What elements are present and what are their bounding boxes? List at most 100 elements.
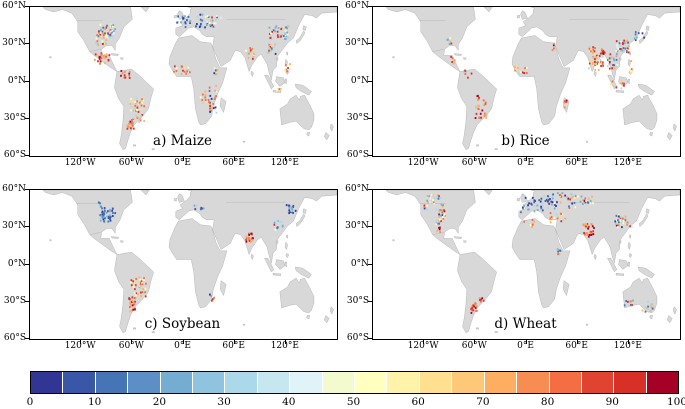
lon-tick-label: 60°E	[565, 341, 588, 351]
lat-tick-label: 60°S	[3, 333, 26, 343]
lat-tick-label: 60°S	[346, 150, 369, 160]
lat-tick-label: 0°N	[7, 75, 26, 86]
lat-tick-mark	[368, 338, 372, 339]
lat-tick-mark	[368, 263, 372, 265]
lon-tick-label: 0°E	[174, 158, 191, 168]
lat-tick-label: 60°N	[345, 184, 369, 194]
lon-tick-label: 120°W	[64, 341, 96, 351]
lon-tick-mark	[423, 157, 425, 161]
colorbar	[30, 371, 679, 394]
lat-tick-label: 30°N	[2, 38, 26, 49]
lat-tick-label: 60°S	[346, 333, 369, 343]
lat-tick-label: 30°N	[345, 38, 369, 49]
colorbar-segment	[452, 372, 485, 393]
lon-tick-mark	[627, 340, 629, 344]
lon-tick-mark	[525, 157, 527, 161]
map-panel-a: 60°N 30°N 0°N 30°S 60°S 120°W 60°W 0°E 60°E 120°E…	[0, 0, 342, 183]
colorbar-segment	[355, 372, 388, 393]
colorbar-tick-label: 80	[540, 396, 555, 408]
data-dots	[97, 201, 297, 313]
lon-tick-mark	[284, 157, 286, 161]
data-dots	[93, 13, 291, 130]
lat-tick-mark	[25, 263, 29, 265]
lon-tick-label: 120°W	[407, 341, 439, 351]
lat-tick-mark	[368, 6, 372, 7]
lat-tick-mark	[25, 80, 29, 82]
lon-tick-mark	[182, 157, 184, 161]
lon-tick-label: 60°W	[118, 158, 144, 168]
lon-tick-mark	[576, 157, 578, 161]
colorbar-segment	[95, 372, 129, 393]
lon-tick-label: 120°W	[64, 158, 96, 168]
lon-tick-label: 60°E	[222, 158, 245, 168]
lat-tick-label: 30°S	[346, 112, 369, 123]
lat-tick-mark	[25, 338, 29, 339]
colorbar-segment	[517, 372, 550, 393]
lon-tick-mark	[80, 157, 82, 161]
lat-tick-label: 60°N	[345, 1, 369, 11]
colorbar-segment	[160, 372, 194, 393]
colorbar-segment	[31, 372, 64, 393]
colorbar-segment	[290, 372, 323, 393]
lat-tick-mark	[368, 189, 372, 190]
map-panel-c: 60°N 30°N 0°N 30°S 60°S 120°W 60°W 0°E 60°E 120°E…	[0, 183, 342, 366]
lon-tick-mark	[80, 340, 82, 344]
lat-tick-label: 30°N	[345, 221, 369, 232]
lon-tick-label: 60°E	[565, 158, 588, 168]
colorbar-segment	[484, 372, 518, 393]
colorbar-segment	[225, 372, 258, 393]
lon-tick-mark	[423, 340, 425, 344]
lon-tick-label: 0°E	[174, 341, 191, 351]
lon-tick-label: 60°W	[461, 158, 487, 168]
colorbar-segment	[419, 372, 453, 393]
lat-tick-mark	[368, 155, 372, 156]
lon-tick-mark	[131, 157, 133, 161]
colorbar-segment	[128, 372, 161, 393]
lon-tick-mark	[474, 157, 476, 161]
lon-tick-label: 60°W	[461, 341, 487, 351]
map-panel-d: 60°N 30°N 0°N 30°S 60°S 120°W 60°W 0°E 60°E 120°E…	[343, 183, 685, 366]
lon-tick-label: 0°E	[517, 341, 534, 351]
lat-tick-mark	[368, 43, 372, 45]
lat-tick-label: 30°S	[3, 112, 26, 123]
lon-tick-label: 120°W	[407, 158, 439, 168]
colorbar-tick-label: 100	[666, 396, 685, 408]
lon-tick-label: 0°E	[517, 158, 534, 168]
panel-title: a) Maize	[153, 133, 212, 149]
lon-tick-mark	[284, 340, 286, 344]
colorbar-segment	[387, 372, 420, 393]
lon-tick-label: 120°E	[270, 158, 299, 168]
lat-tick-mark	[25, 6, 29, 7]
lat-tick-label: 30°S	[346, 295, 369, 306]
panel-title: c) Soybean	[144, 316, 221, 332]
world-map-c	[42, 190, 337, 334]
lat-tick-label: 0°N	[350, 258, 369, 269]
lon-tick-mark	[233, 340, 235, 344]
lat-tick-label: 60°N	[2, 184, 26, 194]
lat-tick-label: 30°N	[2, 221, 26, 232]
colorbar-tick-label: 70	[476, 396, 490, 408]
colorbar-tick-label: 40	[282, 396, 296, 408]
colorbar-tick-label: 50	[346, 396, 361, 408]
lon-tick-mark	[627, 157, 629, 161]
data-dots	[423, 192, 655, 314]
lat-tick-mark	[25, 155, 29, 156]
lat-tick-mark	[25, 117, 29, 119]
lon-tick-mark	[525, 340, 527, 344]
lat-tick-label: 60°S	[3, 150, 26, 160]
lon-tick-label: 60°E	[222, 341, 245, 351]
map-plot-area	[372, 6, 681, 157]
lon-tick-label: 120°E	[613, 341, 642, 351]
lon-tick-mark	[474, 340, 476, 344]
lat-tick-label: 30°S	[3, 295, 26, 306]
lat-tick-label: 0°N	[350, 75, 369, 86]
lat-tick-mark	[25, 300, 29, 302]
data-dots	[446, 31, 645, 119]
lat-tick-label: 60°N	[2, 1, 26, 11]
lon-tick-mark	[131, 340, 133, 344]
world-map-d	[385, 190, 680, 334]
lat-tick-label: 0°N	[7, 258, 26, 269]
lat-tick-mark	[368, 117, 372, 119]
map-panel-b: 60°N 30°N 0°N 30°S 60°S 120°W 60°W 0°E 60°E 120°E…	[343, 0, 685, 183]
